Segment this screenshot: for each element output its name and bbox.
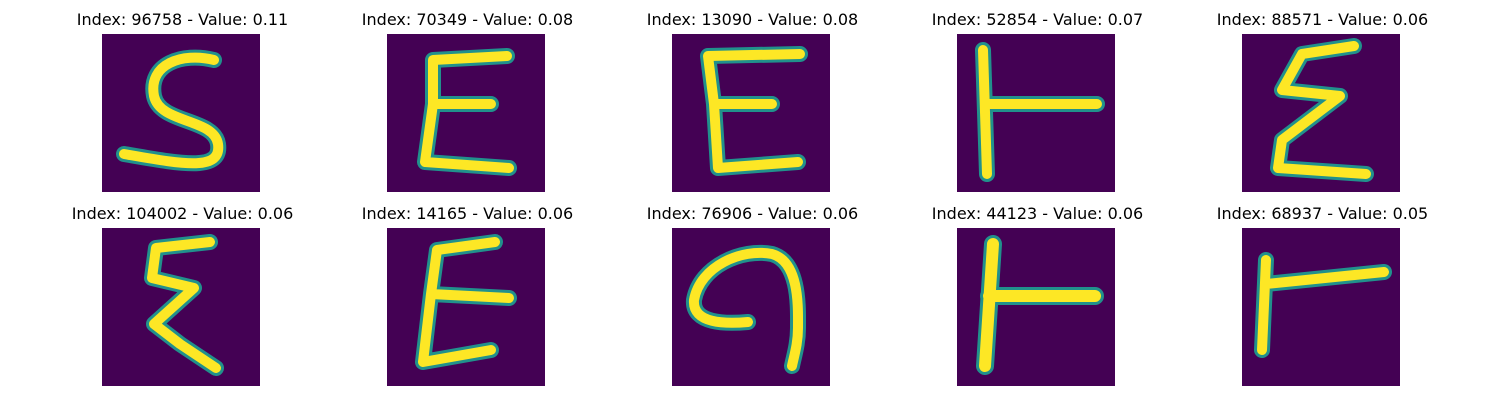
image-panel-6: Index: 104002 - Value: 0.06 bbox=[40, 194, 325, 386]
glyph-image bbox=[102, 228, 260, 386]
glyph-image bbox=[672, 34, 830, 192]
glyph-e bbox=[415, 234, 517, 370]
panel-title: Index: 52854 - Value: 0.07 bbox=[931, 10, 1144, 29]
image-panel-5: Index: 88571 - Value: 0.06 bbox=[1180, 0, 1465, 192]
image-panel-2: Index: 70349 - Value: 0.08 bbox=[325, 0, 610, 192]
glyph-image bbox=[102, 34, 260, 192]
panel-title: Index: 88571 - Value: 0.06 bbox=[1216, 10, 1429, 29]
glyph-e bbox=[1270, 38, 1374, 182]
panel-title: Index: 14165 - Value: 0.06 bbox=[361, 204, 574, 223]
image-panel-8: Index: 76906 - Value: 0.06 bbox=[610, 194, 895, 386]
panel-title: Index: 44123 - Value: 0.06 bbox=[931, 204, 1144, 223]
panel-title: Index: 70349 - Value: 0.08 bbox=[361, 10, 574, 29]
panel-title: Index: 96758 - Value: 0.11 bbox=[76, 10, 289, 29]
glyph-image bbox=[957, 228, 1115, 386]
glyph-t bbox=[975, 42, 1105, 182]
glyph-image bbox=[957, 34, 1115, 192]
image-panel-4: Index: 52854 - Value: 0.07 bbox=[895, 0, 1180, 192]
panel-title: Index: 76906 - Value: 0.06 bbox=[646, 204, 859, 223]
glyph-image bbox=[387, 228, 545, 386]
glyph-image bbox=[387, 34, 545, 192]
panel-title: Index: 104002 - Value: 0.06 bbox=[71, 204, 294, 223]
image-panel-3: Index: 13090 - Value: 0.08 bbox=[610, 0, 895, 192]
image-panel-9: Index: 44123 - Value: 0.06 bbox=[895, 194, 1180, 386]
glyph-hook bbox=[686, 244, 807, 374]
glyph-s bbox=[116, 49, 227, 172]
glyph-t bbox=[976, 235, 1104, 375]
image-panel-10: Index: 68937 - Value: 0.05 bbox=[1180, 194, 1465, 386]
panel-title: Index: 68937 - Value: 0.05 bbox=[1216, 204, 1429, 223]
glyph-image bbox=[1242, 34, 1400, 192]
glyph-e bbox=[144, 234, 224, 376]
glyph-image bbox=[1242, 228, 1400, 386]
image-panel-1: Index: 96758 - Value: 0.11 bbox=[40, 0, 325, 192]
glyph-e bbox=[417, 48, 517, 176]
image-panel-7: Index: 14165 - Value: 0.06 bbox=[325, 194, 610, 386]
glyph-e bbox=[700, 46, 808, 176]
glyph-t bbox=[1254, 252, 1392, 358]
panel-title: Index: 13090 - Value: 0.08 bbox=[646, 10, 859, 29]
glyph-image bbox=[672, 228, 830, 386]
